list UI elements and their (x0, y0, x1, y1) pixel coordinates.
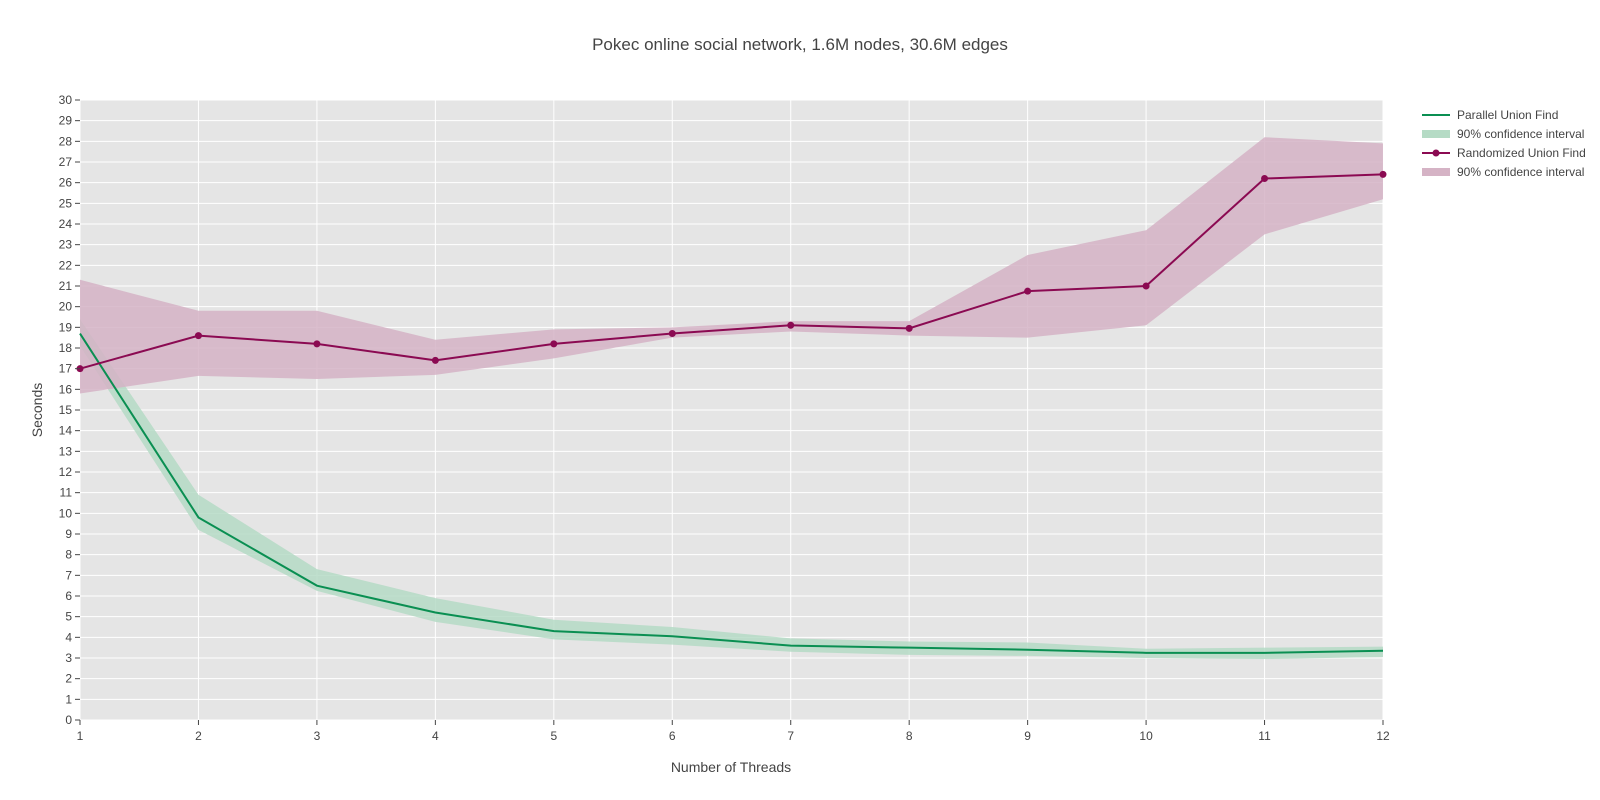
y-tick-label: 23 (59, 238, 73, 252)
x-tick-label: 9 (1024, 729, 1031, 743)
y-tick-label: 8 (65, 548, 72, 562)
y-tick-label: 1 (65, 692, 72, 706)
x-tick-label: 2 (195, 729, 202, 743)
y-tick-label: 18 (59, 341, 73, 355)
data-point (1261, 175, 1269, 183)
y-tick-label: 5 (65, 610, 72, 624)
data-point (194, 332, 202, 340)
chart-title: Pokec online social network, 1.6M nodes,… (592, 35, 1008, 54)
legend-label: Parallel Union Find (1457, 108, 1558, 122)
x-tick-label: 4 (432, 729, 439, 743)
data-point (313, 340, 321, 348)
x-tick-label: 6 (669, 729, 676, 743)
y-tick-label: 21 (59, 279, 73, 293)
y-tick-label: 12 (59, 465, 73, 479)
legend-band-swatch (1422, 130, 1450, 138)
legend-item-ci[interactable]: 90% confidence interval (1422, 165, 1584, 179)
data-point (668, 330, 676, 338)
legend-marker-swatch (1432, 149, 1440, 157)
legend-label: 90% confidence interval (1457, 165, 1584, 179)
x-tick-label: 10 (1139, 729, 1153, 743)
y-tick-label: 10 (59, 506, 73, 520)
y-tick-label: 16 (59, 382, 73, 396)
y-tick-label: 4 (65, 630, 72, 644)
x-axis-label: Number of Threads (671, 759, 791, 775)
series-line-0 (79, 332, 1384, 654)
data-point (1379, 170, 1387, 178)
y-tick-label: 13 (59, 444, 73, 458)
y-tick-label: 29 (59, 114, 73, 128)
y-tick-label: 9 (65, 527, 72, 541)
confidence-band-1 (80, 137, 1383, 394)
y-tick-label: 6 (65, 589, 72, 603)
y-tick-label: 25 (59, 196, 73, 210)
y-tick-label: 26 (59, 176, 73, 190)
legend-label: 90% confidence interval (1457, 127, 1584, 141)
y-tick-label: 0 (65, 713, 72, 727)
legend-item-series[interactable]: Randomized Union Find (1422, 146, 1586, 160)
legend-band-swatch (1422, 168, 1450, 176)
legend[interactable]: Parallel Union Find 90% confidence interv… (1422, 108, 1586, 179)
x-tick-label: 11 (1258, 729, 1271, 743)
confidence-bands (80, 137, 1383, 660)
data-point (787, 321, 795, 329)
y-tick-label: 15 (59, 403, 73, 417)
y-tick-label: 11 (60, 486, 73, 500)
y-tick-label: 7 (65, 568, 72, 582)
y-axis-label: Seconds (29, 383, 45, 437)
x-tick-label: 3 (314, 729, 321, 743)
y-tick-label: 17 (59, 362, 73, 376)
y-tick-label: 14 (59, 424, 73, 438)
y-tick-label: 24 (59, 217, 73, 231)
y-tick-label: 2 (65, 672, 72, 686)
y-tick-label: 28 (59, 134, 73, 148)
x-tick-label: 5 (550, 729, 557, 743)
legend-item-series[interactable]: Parallel Union Find (1422, 108, 1558, 122)
x-tick-label: 7 (787, 729, 794, 743)
data-point (1024, 287, 1032, 295)
data-point (905, 324, 913, 332)
axis-ticks: 0123456789101112131415161718192021222324… (59, 93, 1390, 743)
x-tick-label: 12 (1376, 729, 1390, 743)
y-tick-label: 30 (59, 93, 73, 107)
data-point (1142, 282, 1150, 290)
y-tick-label: 22 (59, 258, 73, 272)
x-tick-label: 8 (906, 729, 913, 743)
data-point (550, 340, 558, 348)
series-markers (76, 170, 1387, 373)
series-lines (79, 173, 1384, 654)
legend-item-ci[interactable]: 90% confidence interval (1422, 127, 1584, 141)
data-point (431, 356, 439, 364)
y-tick-label: 19 (59, 320, 73, 334)
series-line-1 (79, 173, 1384, 370)
y-tick-label: 20 (59, 300, 73, 314)
y-tick-label: 27 (59, 155, 73, 169)
legend-label: Randomized Union Find (1457, 146, 1586, 160)
y-tick-label: 3 (65, 651, 72, 665)
x-tick-label: 1 (77, 729, 84, 743)
